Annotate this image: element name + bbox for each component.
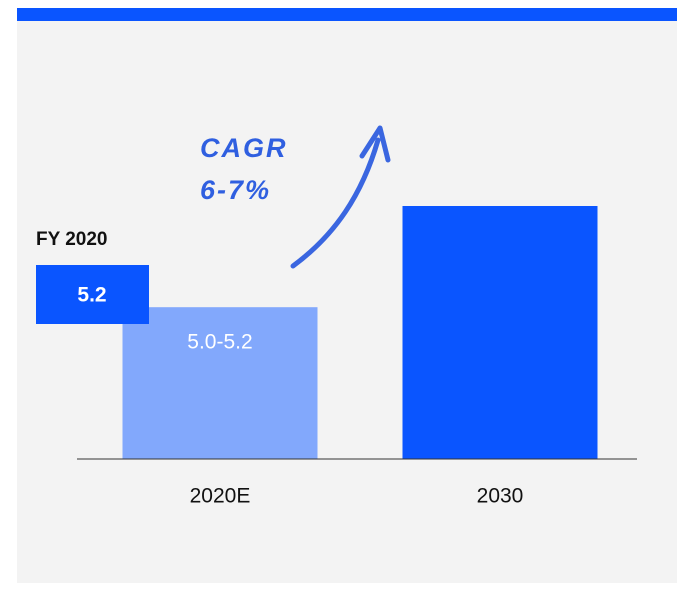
arrow-shaft: [290, 137, 381, 269]
cagr-line-1: CAGR: [200, 133, 288, 163]
fy-value: 5.2: [77, 284, 106, 307]
fy-label: FY 2020: [36, 229, 107, 250]
bar: [402, 206, 598, 459]
value-label: 5.0-5.2: [187, 331, 252, 354]
bar: [122, 307, 318, 459]
x-tick-label: 2030: [477, 485, 524, 508]
top-stripe: [17, 8, 677, 21]
bars: [122, 206, 598, 459]
arrow-head: [359, 125, 391, 163]
x-tick-label: 2020E: [190, 485, 251, 508]
fy-box: [36, 265, 149, 324]
cagr-line-2: 6-7%: [200, 175, 271, 205]
